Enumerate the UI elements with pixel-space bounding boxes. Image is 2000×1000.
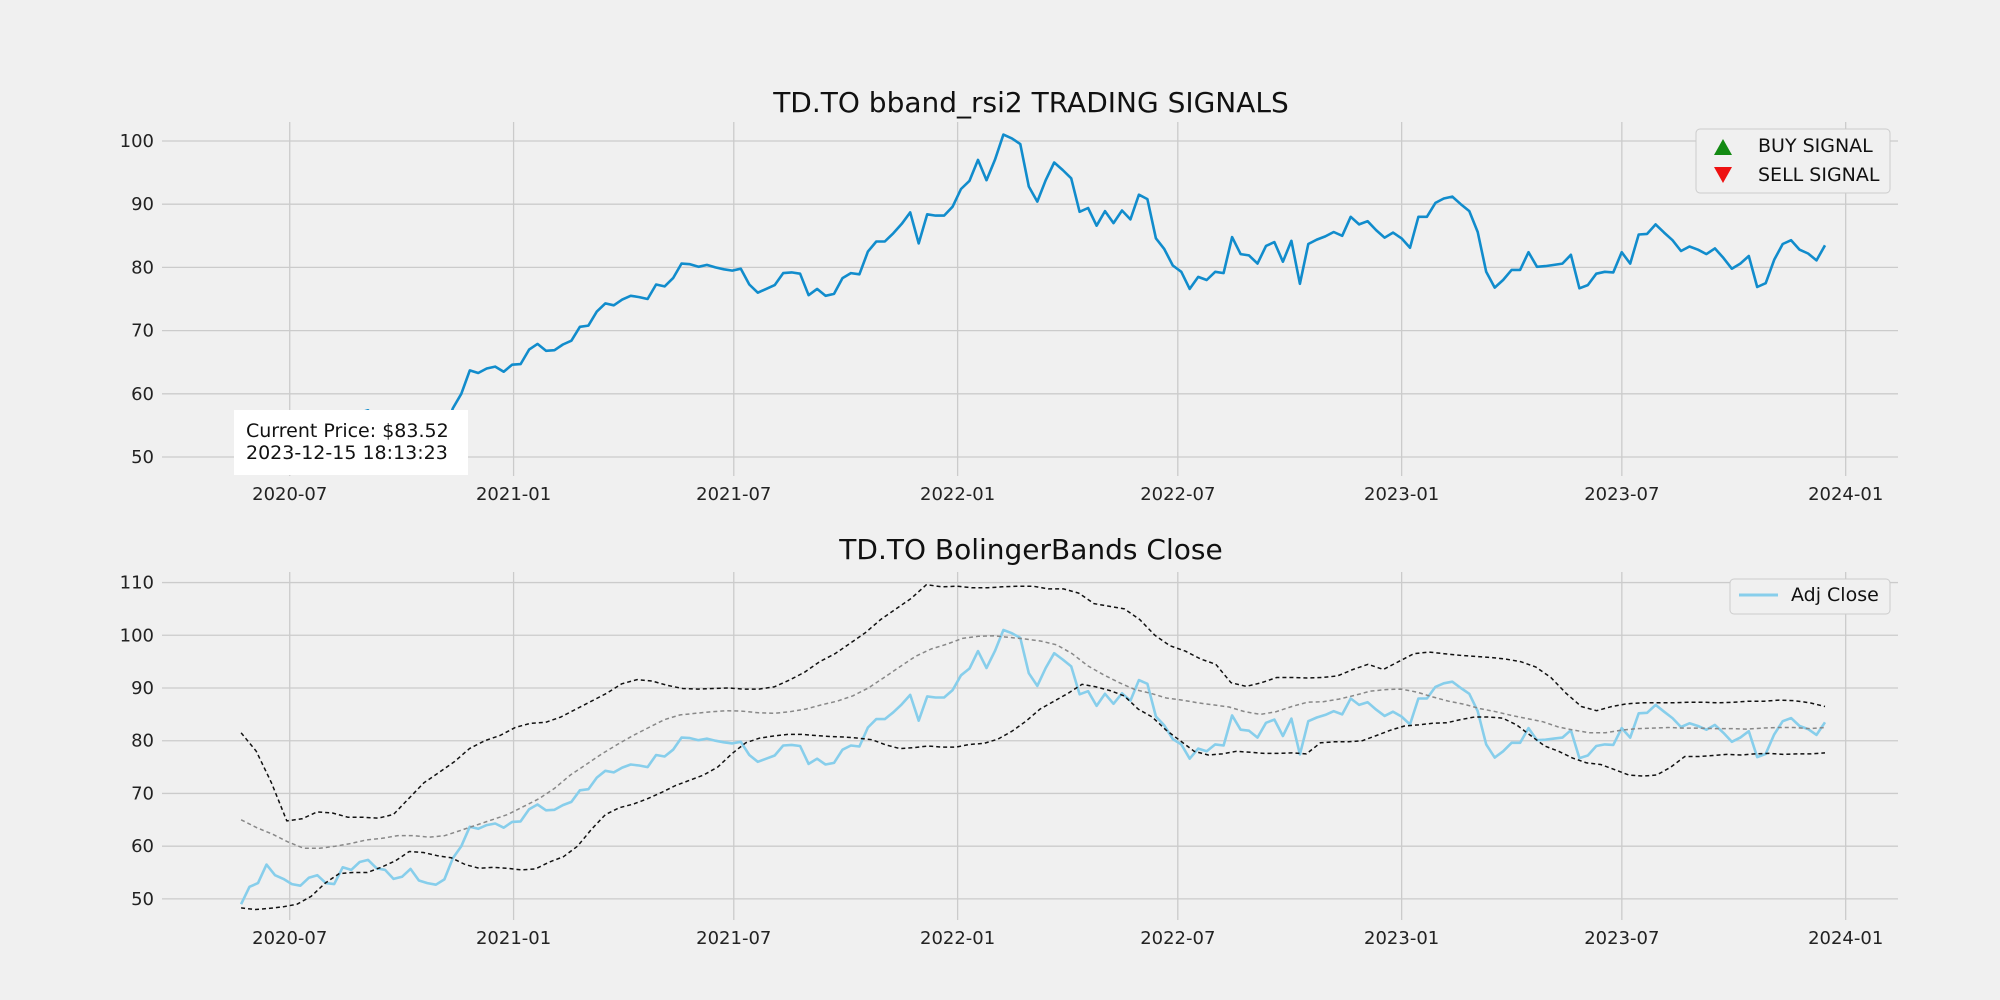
- x-tick-label: 2023-01: [1364, 928, 1439, 949]
- legend-box: [1695, 128, 1891, 194]
- y-tick-label: 110: [120, 573, 154, 594]
- x-tick-label: 2021-07: [696, 928, 771, 949]
- y-tick-label: 50: [131, 889, 154, 910]
- x-tick-label: 2020-07: [252, 484, 327, 505]
- x-tick-label: 2021-01: [476, 484, 551, 505]
- buy-signal-marker: [1714, 139, 1732, 155]
- legend: BUY SIGNAL SELL SIGNAL: [1695, 128, 1891, 194]
- price-line: [239, 628, 1827, 905]
- y-tick-label: 90: [131, 678, 154, 699]
- legend-adj-close: Adj Close: [1791, 584, 1879, 606]
- y-tick-label: 100: [120, 625, 154, 646]
- legend-buy-signal: BUY SIGNAL: [1758, 135, 1873, 157]
- y-tick-label: 60: [131, 836, 154, 857]
- price-annotation: Current Price: $83.52 2023-12-15 18:13:2…: [234, 410, 468, 475]
- annotation-box: [234, 410, 468, 475]
- annotation-price: Current Price: $83.52: [246, 420, 449, 442]
- x-tick-label: 2022-01: [920, 484, 995, 505]
- legend-box: [1729, 578, 1891, 615]
- chart-title: TD.TO BolingerBands Close: [838, 533, 1222, 566]
- annotation-timestamp: 2023-12-15 18:13:23: [246, 442, 448, 464]
- x-tick-label: 2024-01: [1808, 928, 1883, 949]
- legend-sell-signal: SELL SIGNAL: [1758, 164, 1880, 186]
- y-tick-label: 60: [131, 384, 154, 405]
- y-tick-label: 80: [131, 257, 154, 278]
- band-line: [240, 583, 1826, 822]
- x-tick-label: 2021-07: [696, 484, 771, 505]
- x-tick-label: 2022-07: [1140, 928, 1215, 949]
- y-tick-label: 70: [131, 321, 154, 342]
- x-tick-label: 2022-07: [1140, 484, 1215, 505]
- x-tick-label: 2020-07: [252, 928, 327, 949]
- x-tick-label: 2021-01: [476, 928, 551, 949]
- x-tick-label: 2023-07: [1584, 484, 1659, 505]
- chart-title: TD.TO bband_rsi2 TRADING SIGNALS: [772, 86, 1289, 119]
- sell-signal-marker: [1714, 167, 1732, 183]
- y-tick-label: 100: [120, 131, 154, 152]
- x-tick-label: 2022-01: [920, 928, 995, 949]
- signals-chart: TD.TO bband_rsi2 TRADING SIGNALS 50 60 70 8…: [120, 86, 1898, 505]
- price-line: [239, 133, 1827, 464]
- y-tick-label: 80: [131, 731, 154, 752]
- x-tick-label: 2023-07: [1584, 928, 1659, 949]
- bollinger-chart: TD.TO BolingerBands Close 50 60 70 80 90 100 1…: [120, 533, 1898, 949]
- y-tick-label: 90: [131, 194, 154, 215]
- legend: Adj Close: [1729, 578, 1891, 615]
- x-tick-label: 2023-01: [1364, 484, 1439, 505]
- x-tick-label: 2024-01: [1808, 484, 1883, 505]
- y-tick-label: 70: [131, 783, 154, 804]
- band-line: [240, 635, 1826, 850]
- band-line: [241, 683, 1826, 911]
- y-tick-label: 50: [131, 447, 154, 468]
